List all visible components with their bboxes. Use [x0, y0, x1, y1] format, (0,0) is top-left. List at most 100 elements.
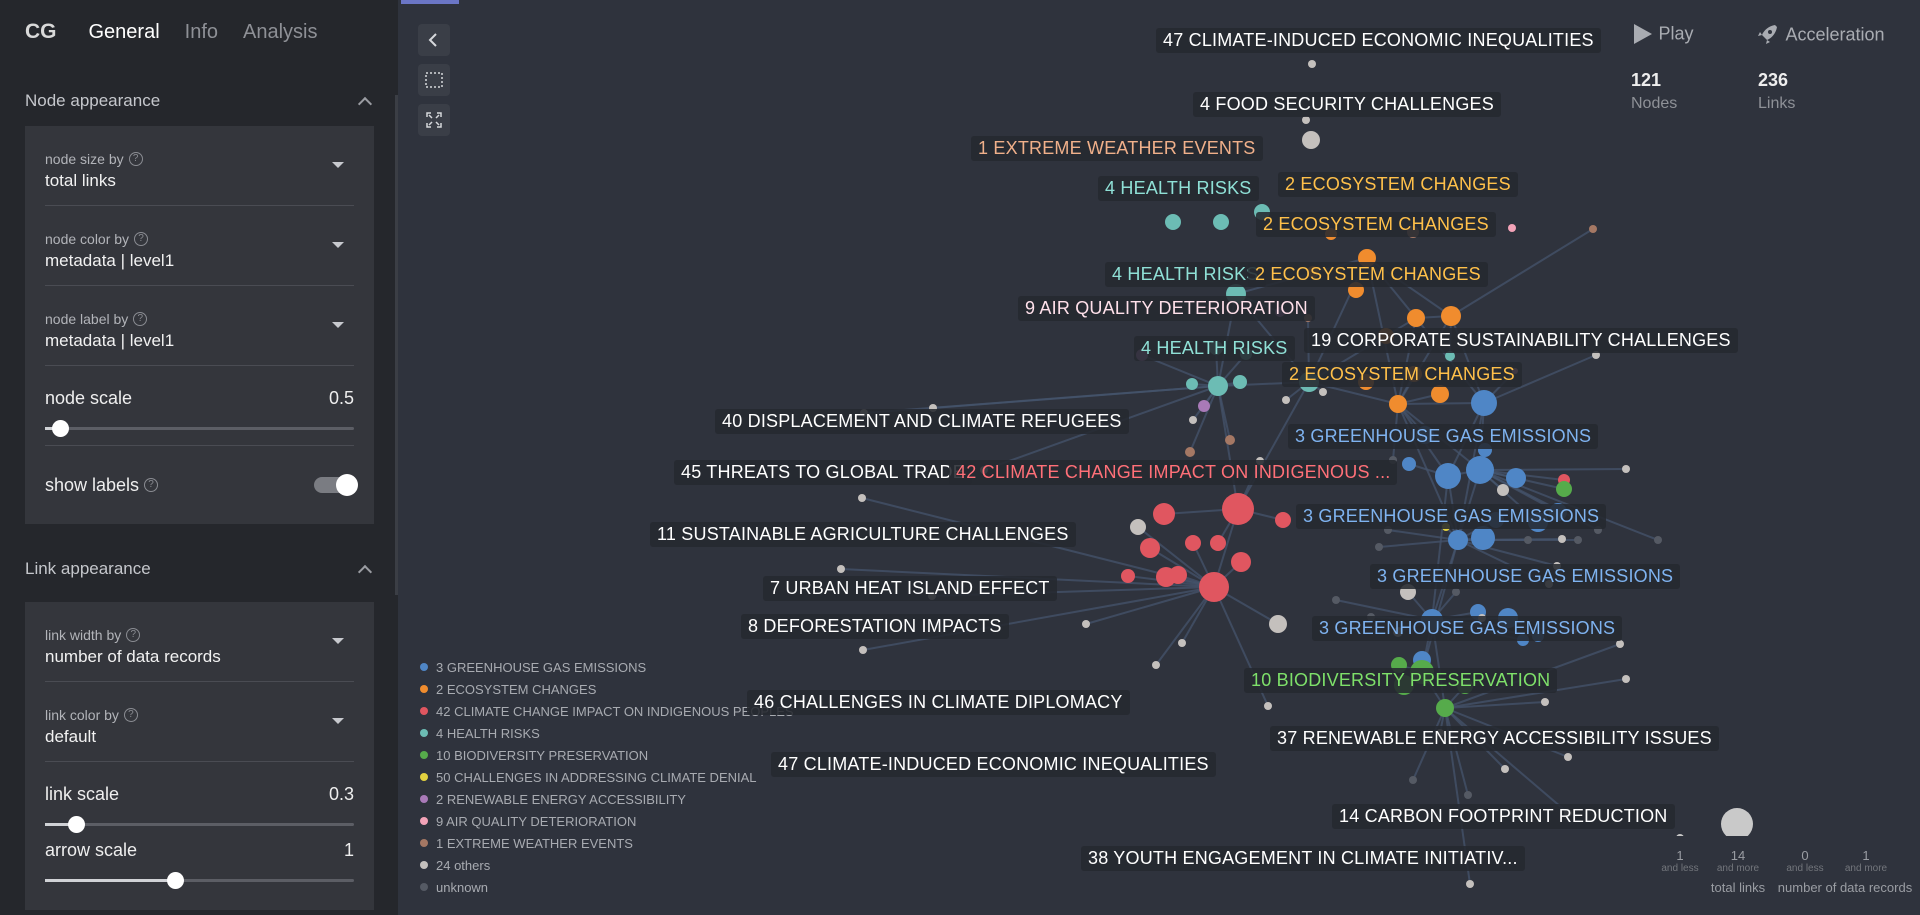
node-label[interactable]: 38 YOUTH ENGAGEMENT IN CLIMATE INITIATIV… [1081, 846, 1525, 871]
help-icon[interactable]: ? [134, 232, 149, 246]
node-label[interactable]: 1 EXTREME WEATHER EVENTS [971, 136, 1263, 161]
graph-node[interactable] [1231, 552, 1251, 572]
dropdown-caret-icon[interactable] [332, 242, 344, 248]
graph-node[interactable] [1616, 640, 1624, 648]
legend-item[interactable]: unknown [420, 876, 794, 898]
graph-node[interactable] [1185, 535, 1201, 551]
node-label[interactable]: 2 ECOSYSTEM CHANGES [1248, 262, 1488, 287]
graph-node[interactable] [1431, 385, 1449, 403]
slider-handle[interactable] [52, 420, 70, 437]
graph-node[interactable] [859, 646, 867, 654]
graph-node[interactable] [1389, 395, 1407, 413]
graph-node[interactable] [1592, 351, 1600, 359]
graph-node[interactable] [1435, 463, 1461, 489]
graph-node[interactable] [1508, 224, 1516, 232]
graph-area[interactable]: Play Acceleration 121 Nodes 236 Links 3 … [398, 0, 1920, 915]
dropdown-caret-icon[interactable] [332, 718, 344, 724]
node-label[interactable]: 7 URBAN HEAT ISLAND EFFECT [763, 576, 1057, 601]
link-scale-slider[interactable] [45, 816, 354, 833]
graph-node[interactable] [1269, 615, 1287, 633]
tab-info[interactable]: Info [184, 20, 219, 43]
dropdown-caret-icon[interactable] [332, 322, 344, 328]
graph-node[interactable] [1082, 620, 1090, 628]
fit-view-button[interactable] [418, 104, 450, 136]
graph-node[interactable] [1471, 390, 1497, 416]
graph-node[interactable] [1448, 530, 1468, 550]
graph-node[interactable] [1654, 536, 1662, 544]
node-label[interactable]: 47 CLIMATE-INDUCED ECONOMIC INEQUALITIES [1156, 28, 1601, 53]
graph-node[interactable] [1436, 699, 1454, 717]
node-label[interactable]: 3 GREENHOUSE GAS EMISSIONS [1296, 504, 1607, 529]
node-label[interactable]: 8 DEFORESTATION IMPACTS [741, 614, 1009, 639]
graph-node[interactable] [1189, 416, 1197, 424]
graph-node[interactable] [1185, 447, 1195, 457]
graph-node[interactable] [1402, 457, 1416, 471]
graph-node[interactable] [1199, 572, 1229, 602]
graph-node[interactable] [1466, 880, 1474, 888]
graph-node[interactable] [1225, 435, 1235, 445]
graph-node[interactable] [1213, 214, 1229, 230]
node-label-select[interactable]: node label by? metadata | level1 [45, 286, 354, 366]
graph-node[interactable] [1556, 481, 1572, 497]
node-label[interactable]: 4 HEALTH RISKS [1098, 176, 1259, 201]
legend-item[interactable]: 9 AIR QUALITY DETERIORATION [420, 810, 794, 832]
node-label[interactable]: 40 DISPLACEMENT AND CLIMATE REFUGEES [715, 409, 1129, 434]
legend-item[interactable]: 4 HEALTH RISKS [420, 722, 794, 744]
graph-node[interactable] [1445, 351, 1455, 361]
graph-node[interactable] [1275, 512, 1291, 528]
link-appearance-header[interactable]: Link appearance [0, 542, 398, 596]
graph-node[interactable] [1524, 536, 1532, 544]
node-label[interactable]: 19 CORPORATE SUSTAINABILITY CHALLENGES [1304, 328, 1738, 353]
legend-item[interactable]: 24 others [420, 854, 794, 876]
node-label[interactable]: 3 GREENHOUSE GAS EMISSIONS [1288, 424, 1599, 449]
graph-node[interactable] [1308, 60, 1316, 68]
slider-handle[interactable] [166, 872, 184, 889]
link-color-select[interactable]: link color by? default [45, 682, 354, 762]
chevron-up-icon[interactable] [357, 96, 373, 112]
graph-node[interactable] [1198, 400, 1210, 412]
graph-node[interactable] [837, 565, 845, 573]
node-label[interactable]: 10 BIODIVERSITY PRESERVATION [1244, 668, 1558, 693]
help-icon[interactable]: ? [128, 152, 143, 166]
graph-node[interactable] [1153, 503, 1175, 525]
node-label[interactable]: 4 FOOD SECURITY CHALLENGES [1193, 92, 1501, 117]
chevron-up-icon[interactable] [357, 564, 373, 580]
graph-node[interactable] [1622, 465, 1630, 473]
node-label[interactable]: 9 AIR QUALITY DETERIORATION [1018, 296, 1315, 321]
node-label[interactable]: 4 HEALTH RISKS [1134, 336, 1295, 361]
graph-node[interactable] [1264, 702, 1272, 710]
slider-handle[interactable] [67, 816, 85, 833]
graph-node[interactable] [1564, 753, 1572, 761]
graph-node[interactable] [1178, 639, 1186, 647]
graph-node[interactable] [1152, 661, 1160, 669]
graph-node[interactable] [1140, 538, 1160, 558]
graph-node[interactable] [1541, 698, 1549, 706]
tab-analysis[interactable]: Analysis [243, 20, 318, 43]
graph-node[interactable] [1121, 569, 1135, 583]
node-label[interactable]: 42 CLIMATE CHANGE IMPACT ON INDIGENOUS .… [949, 460, 1398, 485]
graph-node[interactable] [1589, 225, 1597, 233]
graph-node[interactable] [858, 494, 866, 502]
sidebar-scrollbar[interactable] [395, 95, 398, 595]
node-label[interactable]: 11 SUSTAINABLE AGRICULTURE CHALLENGES [650, 522, 1076, 547]
graph-node[interactable] [1558, 535, 1566, 543]
graph-node[interactable] [1222, 493, 1254, 525]
graph-node[interactable] [1506, 468, 1526, 488]
node-appearance-header[interactable]: Node appearance [0, 76, 398, 126]
legend-item[interactable]: 42 CLIMATE CHANGE IMPACT ON INDIGENOUS P… [420, 700, 794, 722]
node-size-select[interactable]: node size by? total links [45, 126, 354, 206]
select-area-button[interactable] [418, 64, 450, 96]
graph-node[interactable] [1622, 675, 1630, 683]
graph-node[interactable] [1574, 536, 1582, 544]
node-label[interactable]: 2 ECOSYSTEM CHANGES [1256, 212, 1496, 237]
graph-node[interactable] [1233, 375, 1247, 389]
node-label[interactable]: 4 HEALTH RISKS [1105, 262, 1266, 287]
acceleration-button[interactable]: Acceleration [1755, 22, 1885, 48]
node-label[interactable]: 14 CARBON FOOTPRINT REDUCTION [1332, 804, 1675, 829]
graph-node[interactable] [1407, 309, 1425, 327]
node-label[interactable]: 37 RENEWABLE ENERGY ACCESSIBILITY ISSUES [1270, 726, 1719, 751]
node-label[interactable]: 45 THREATS TO GLOBAL TRADE [674, 460, 972, 485]
help-icon[interactable]: ? [123, 708, 138, 722]
legend-item[interactable]: 3 GREENHOUSE GAS EMISSIONS [420, 656, 794, 678]
graph-node[interactable] [1186, 378, 1198, 390]
